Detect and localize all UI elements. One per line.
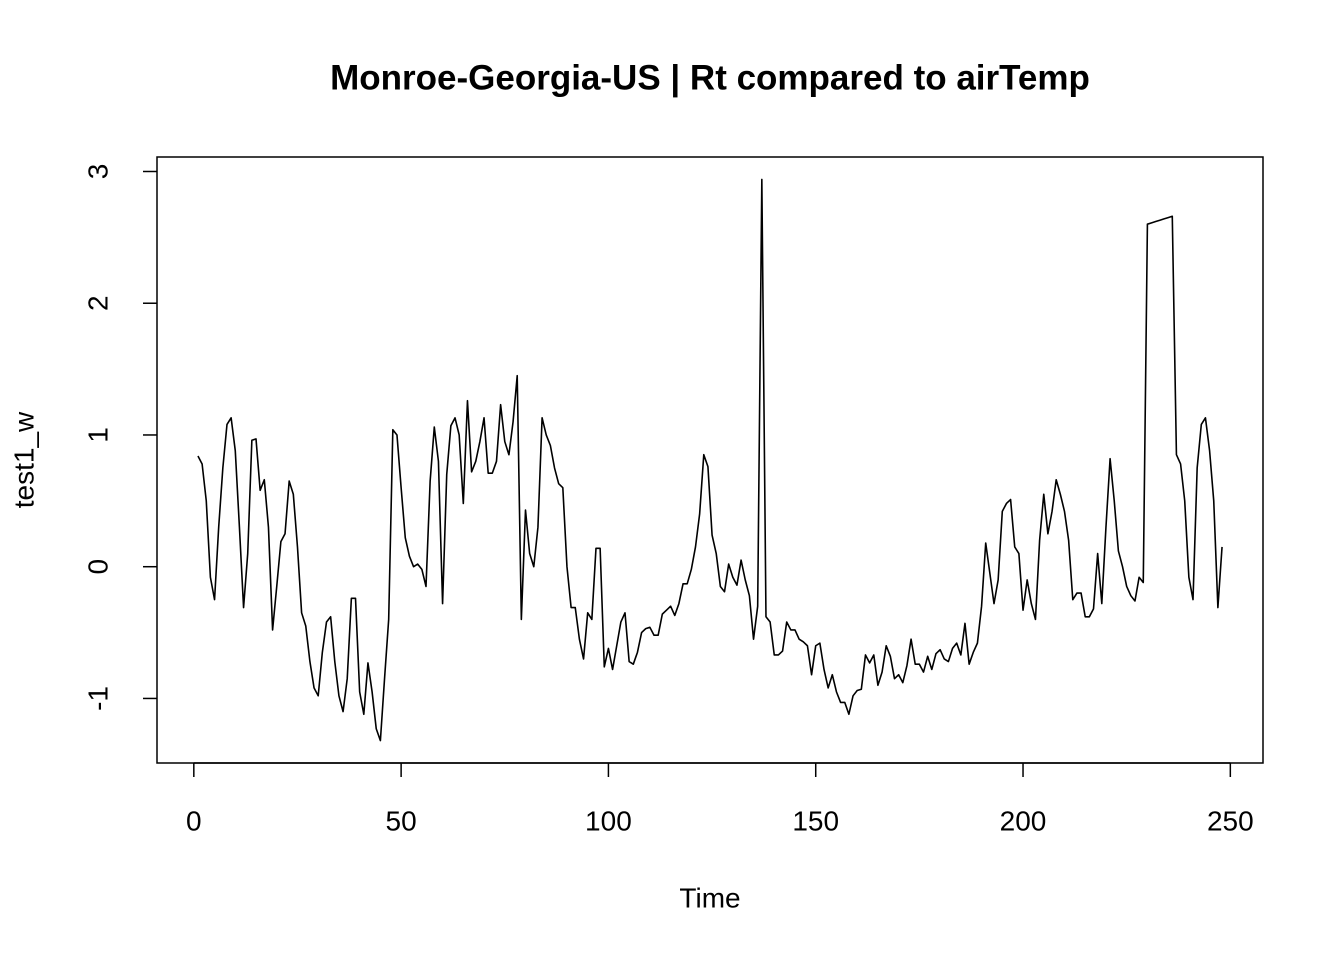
x-tick-label: 50: [386, 805, 417, 836]
y-tick-label: 1: [82, 427, 113, 443]
data-line: [197, 178, 1223, 742]
x-axis-label: Time: [679, 882, 740, 913]
x-tick-label: 200: [1000, 805, 1047, 836]
x-tick-label: 150: [792, 805, 839, 836]
x-tick-label: 0: [186, 805, 202, 836]
y-tick-label: 3: [82, 164, 113, 180]
y-tick-label: 2: [82, 295, 113, 311]
y-tick-label: -1: [82, 686, 113, 711]
x-tick-label: 100: [585, 805, 632, 836]
chart-title: Monroe-Georgia-US | Rt compared to airTe…: [330, 58, 1090, 97]
y-axis-label: test1_w: [8, 411, 39, 508]
plot-box: [156, 156, 1264, 764]
x-tick-label: 250: [1207, 805, 1254, 836]
y-tick-label: 0: [82, 559, 113, 575]
